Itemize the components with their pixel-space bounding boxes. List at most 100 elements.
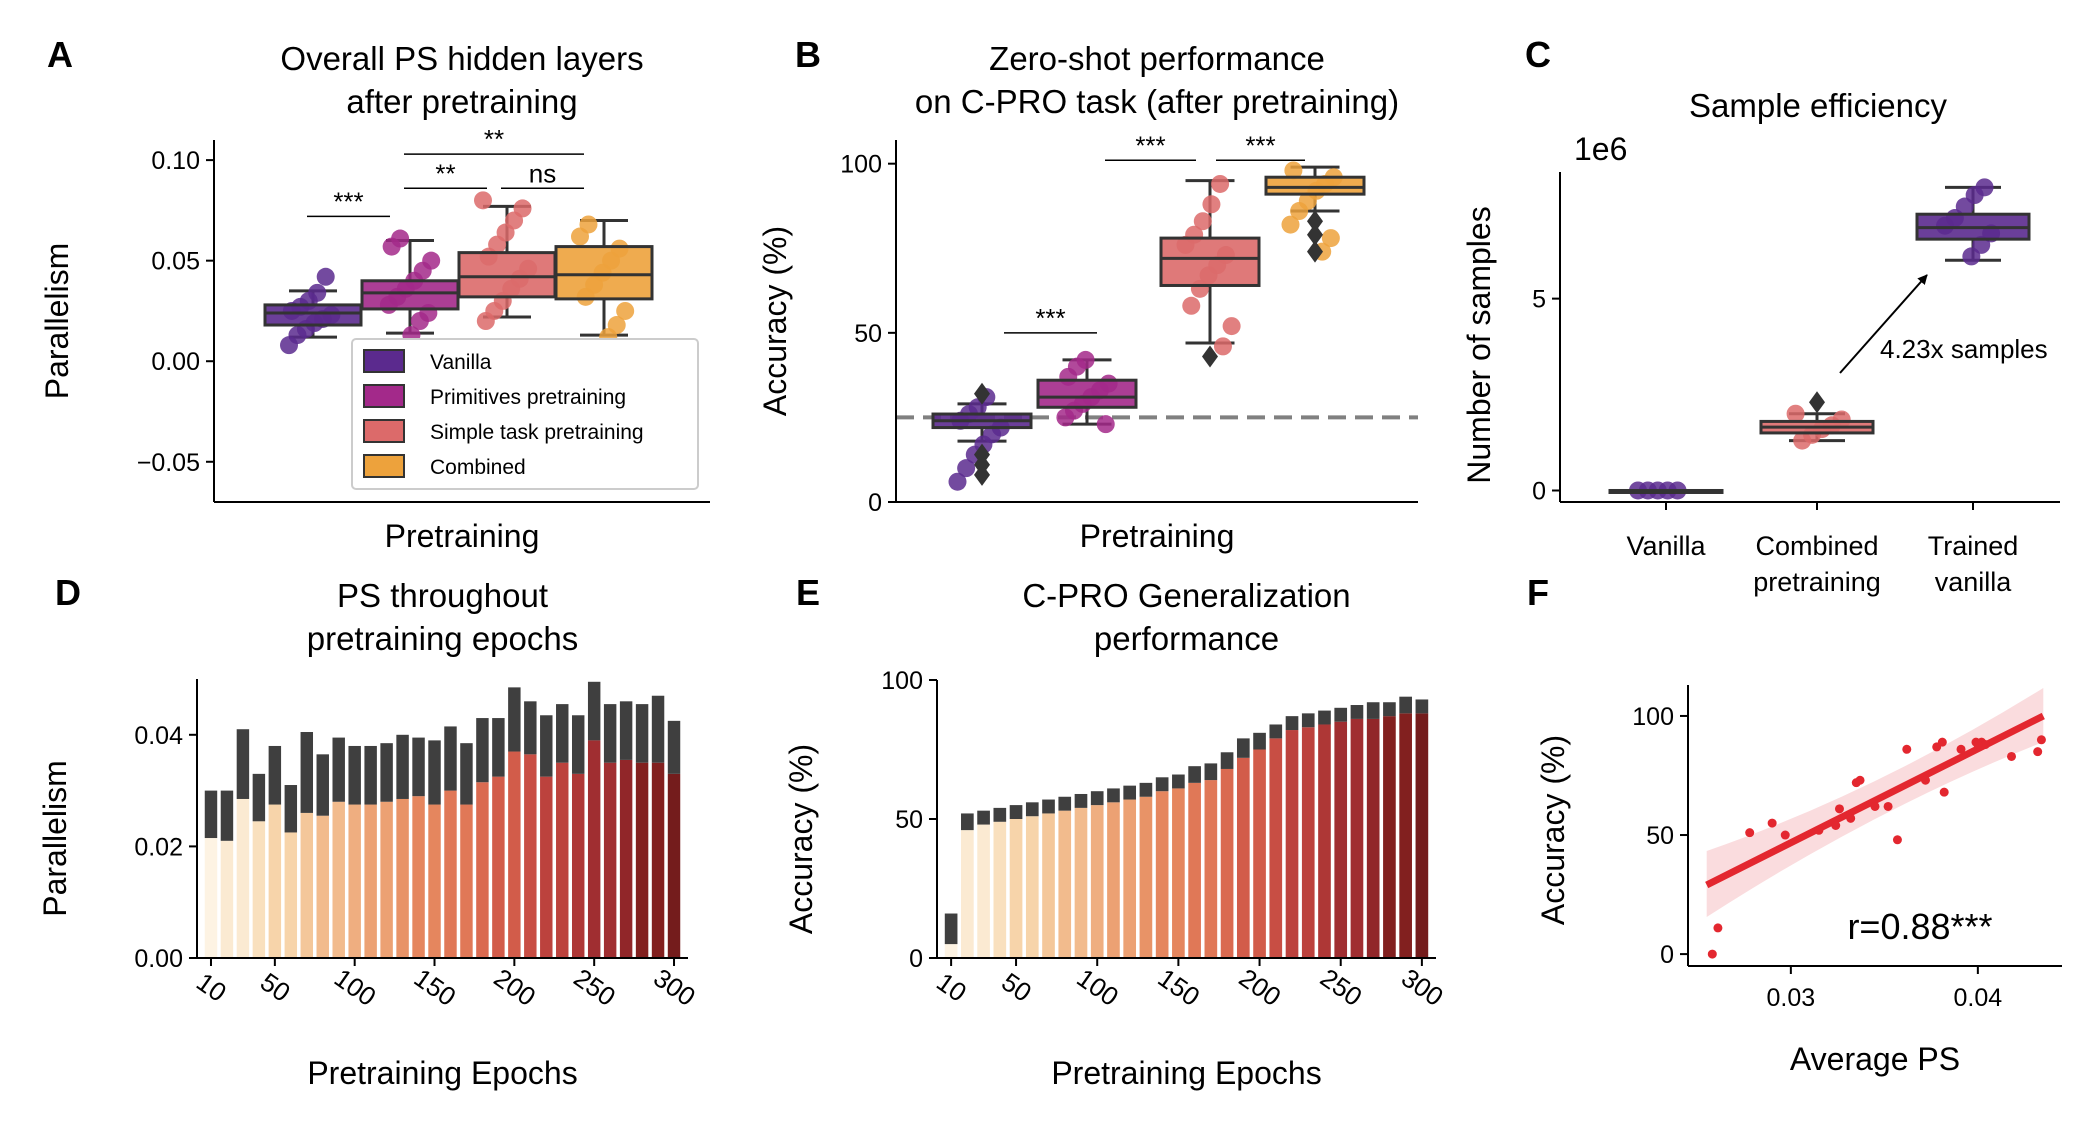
y-tick-label: −0.05 bbox=[137, 449, 200, 477]
panel-b: Zero-shot performance on C-PRO task (afte… bbox=[757, 40, 1418, 554]
bar bbox=[1009, 819, 1023, 958]
bar bbox=[1220, 768, 1234, 958]
y-axis-label: Number of samples bbox=[1461, 206, 1497, 483]
data-point bbox=[1213, 337, 1232, 356]
error-bar bbox=[1399, 696, 1412, 714]
data-point bbox=[1975, 178, 1994, 197]
speedup-label: 4.23x samples bbox=[1880, 334, 2048, 364]
error-bar bbox=[1204, 763, 1218, 781]
scatter-point bbox=[1920, 775, 1930, 785]
bar bbox=[252, 821, 266, 958]
bar bbox=[1253, 749, 1266, 958]
outlier-marker bbox=[974, 382, 990, 405]
legend-swatch bbox=[363, 419, 405, 443]
scatter-point bbox=[1956, 744, 1966, 754]
y-tick-label: 0.05 bbox=[151, 248, 200, 276]
scatter-point bbox=[1834, 804, 1844, 814]
bar bbox=[1399, 713, 1412, 958]
error-bar bbox=[300, 732, 314, 813]
outlier-marker bbox=[1202, 345, 1218, 368]
scatter-point bbox=[1707, 949, 1717, 959]
bar bbox=[1107, 802, 1120, 958]
bar bbox=[1269, 738, 1283, 958]
error-bar bbox=[1009, 805, 1023, 819]
error-bar bbox=[1058, 796, 1072, 811]
data-point bbox=[948, 472, 967, 491]
box bbox=[263, 303, 363, 327]
panel-f: 0 50 100 0.03 0.04 Accuracy (%) Average PS r=0.… bbox=[1535, 685, 2062, 1077]
scatter-point bbox=[1713, 923, 1723, 933]
chart-title: performance bbox=[1094, 620, 1279, 657]
error-bar bbox=[252, 773, 266, 822]
error-bar bbox=[364, 745, 377, 805]
error-bar bbox=[492, 718, 505, 777]
y-axis-label: Parallelism bbox=[37, 760, 73, 916]
error-bar bbox=[1366, 702, 1380, 719]
error-bar bbox=[571, 715, 585, 774]
outlier-marker bbox=[1307, 210, 1323, 233]
x-tick-label: 50 bbox=[996, 967, 1037, 1008]
data-point bbox=[1321, 229, 1340, 248]
error-bar bbox=[1236, 738, 1250, 758]
bar bbox=[1366, 718, 1380, 958]
box bbox=[1036, 378, 1138, 409]
scatter-point bbox=[2007, 751, 2017, 761]
data-point bbox=[1284, 161, 1303, 180]
bar bbox=[1334, 721, 1348, 958]
error-bar bbox=[460, 743, 473, 805]
error-bar bbox=[1042, 799, 1055, 814]
scatter-point bbox=[1939, 787, 1949, 797]
error-bar bbox=[428, 740, 441, 805]
significance-label: *** bbox=[1135, 130, 1165, 160]
x-tick-label: 50 bbox=[255, 967, 296, 1008]
error-bar bbox=[651, 695, 665, 763]
data-point bbox=[1211, 174, 1230, 193]
bar bbox=[1123, 799, 1137, 958]
bar bbox=[1155, 791, 1169, 958]
scatter-point bbox=[1767, 818, 1777, 828]
legend-swatch bbox=[363, 454, 405, 478]
bar bbox=[1188, 782, 1201, 958]
chart-title: Overall PS hidden layers bbox=[280, 40, 643, 77]
error-bar bbox=[667, 720, 681, 774]
outlier-marker bbox=[974, 443, 990, 466]
significance-label: *** bbox=[333, 186, 363, 216]
x-axis-label: Pretraining Epochs bbox=[1051, 1055, 1321, 1091]
data-point bbox=[513, 199, 532, 218]
bar bbox=[1301, 727, 1315, 958]
bar bbox=[993, 821, 1007, 958]
bar bbox=[1058, 810, 1072, 958]
legend-swatch bbox=[363, 384, 405, 408]
bar bbox=[651, 762, 665, 958]
bar bbox=[428, 804, 441, 958]
x-tick-label: 0.04 bbox=[1954, 984, 2003, 1012]
bar bbox=[1042, 813, 1055, 958]
bar bbox=[300, 812, 314, 958]
error-bar bbox=[284, 785, 298, 833]
error-bar bbox=[1415, 699, 1429, 714]
bar bbox=[587, 740, 601, 958]
y-tick-label: 100 bbox=[1632, 703, 1674, 731]
y-tick-label: 0 bbox=[1660, 941, 1674, 969]
bar bbox=[412, 796, 425, 958]
panel-letter-b: B bbox=[795, 34, 821, 75]
x-axis-label: Average PS bbox=[1790, 1041, 1960, 1077]
chart-title: after pretraining bbox=[346, 83, 577, 120]
error-bar bbox=[635, 704, 649, 763]
scatter-point bbox=[1780, 830, 1790, 840]
error-bar bbox=[540, 715, 553, 777]
bar bbox=[348, 804, 361, 958]
data-point bbox=[616, 301, 635, 320]
bar bbox=[540, 776, 553, 958]
chart-title: Sample efficiency bbox=[1689, 87, 1948, 124]
y-tick-label: 50 bbox=[895, 806, 923, 834]
data-point bbox=[308, 283, 327, 302]
error-bar bbox=[1172, 774, 1185, 789]
panel-d: PS throughout pretraining epochs 0.00 0.02 0… bbox=[37, 577, 701, 1091]
error-bar bbox=[508, 687, 521, 752]
error-bar bbox=[332, 737, 345, 802]
data-point bbox=[1193, 212, 1212, 231]
x-tick-label: 300 bbox=[1396, 962, 1449, 1011]
scatter-point bbox=[1745, 828, 1755, 838]
